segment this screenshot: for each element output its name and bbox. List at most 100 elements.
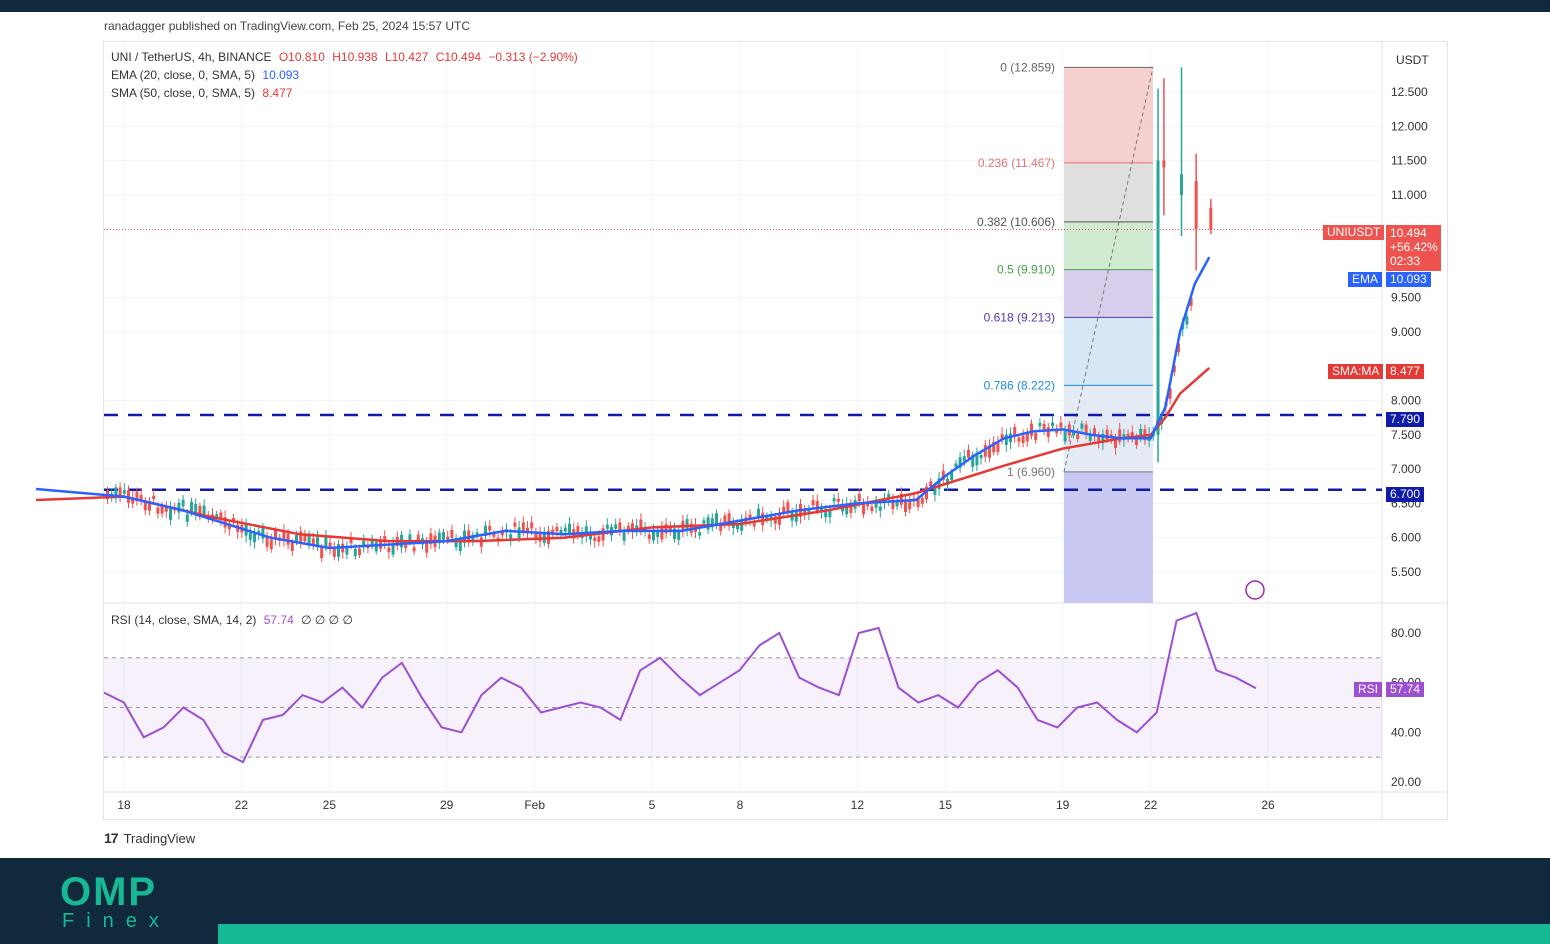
candle-body — [1118, 429, 1122, 442]
candle-body — [933, 486, 937, 495]
candle-body — [946, 478, 949, 485]
candle-body — [1097, 434, 1101, 443]
candle-body — [719, 522, 723, 531]
candle-body — [295, 534, 298, 542]
ema-value-tag: 10.093 — [1386, 272, 1431, 287]
tradingview-logo-icon: 17 — [104, 830, 119, 846]
time-tick-label: 22 — [1144, 798, 1158, 812]
close-value: C10.494 — [435, 50, 482, 64]
candle-body — [1126, 433, 1130, 438]
candle-body — [618, 522, 622, 532]
candle-body — [815, 501, 819, 512]
candle-body — [337, 544, 340, 557]
candle-body — [887, 493, 891, 500]
price-tick-label: 12.000 — [1391, 119, 1428, 133]
rsi-legend[interactable]: RSI (14, close, SMA, 14, 2) 57.74 ∅ ∅ ∅ … — [111, 613, 357, 627]
fib-level-label: 0 (12.859) — [1000, 60, 1055, 74]
candle-body — [261, 528, 265, 539]
candle-body — [475, 532, 479, 537]
candle-body — [265, 536, 269, 547]
candle-body — [782, 506, 786, 513]
candle-body — [139, 494, 143, 502]
candle-body — [904, 501, 907, 513]
candle-body — [811, 500, 815, 506]
candle-body — [1000, 434, 1004, 439]
candle-body — [316, 537, 319, 547]
candle-body — [181, 499, 185, 507]
candle-body — [282, 530, 286, 542]
fib-zone — [1064, 317, 1153, 386]
candle-body — [664, 524, 668, 534]
currency-label[interactable]: USDT — [1396, 53, 1429, 67]
candle-body — [412, 547, 416, 552]
candle-body — [484, 525, 487, 537]
rsi-name-tag: RSI — [1354, 682, 1383, 697]
candle-body — [135, 491, 139, 500]
candle-body — [1114, 436, 1117, 448]
candle-body — [446, 536, 450, 540]
candle-body — [320, 547, 324, 559]
price-tick-label: 6.000 — [1391, 531, 1421, 545]
candle-body — [1194, 181, 1198, 230]
time-tick-label: 5 — [649, 798, 656, 812]
candle-body — [185, 514, 189, 522]
sma-legend[interactable]: SMA (50, close, 0, SMA, 5) 8.477 — [111, 86, 296, 100]
fib-level-label: 1 (6.960) — [1007, 465, 1055, 479]
candle-body — [971, 454, 975, 467]
rsi-legend-value: 57.74 — [263, 613, 294, 627]
candle-body — [160, 506, 164, 514]
fib-level-label: 0.5 (9.910) — [997, 263, 1055, 277]
axes: 18 22 25 29 Feb 5 8 12 15 19 22 265.5006.0006.5007.… — [117, 85, 1428, 812]
candle-body — [698, 532, 702, 536]
candle-body — [908, 501, 912, 510]
ema-legend[interactable]: EMA (20, close, 0, SMA, 5) 10.093 — [111, 68, 303, 82]
candle-body — [1076, 434, 1080, 439]
candle-body — [761, 512, 765, 526]
candle-body — [148, 501, 151, 511]
key-levels — [104, 229, 1382, 491]
candle-body — [862, 503, 865, 515]
candle-body — [832, 498, 836, 502]
fib-level-label: 0.618 (9.213) — [984, 310, 1055, 324]
candle-body — [471, 534, 475, 542]
candle-body — [773, 516, 777, 524]
candle-body — [849, 502, 853, 513]
candle-body — [899, 493, 903, 505]
candle-body — [983, 444, 987, 457]
candle-body — [1130, 432, 1134, 438]
candle-body — [1072, 431, 1075, 436]
candle-body — [555, 526, 559, 532]
change-value: −0.313 (−2.90%) — [488, 50, 578, 64]
rsi-tick-label: 40.00 — [1391, 725, 1421, 739]
price-tick-label: 5.500 — [1391, 565, 1421, 579]
candle-body — [215, 514, 219, 518]
candle-body — [194, 504, 198, 515]
fib-zone — [1064, 162, 1153, 222]
candle-body — [878, 506, 882, 511]
company-logo-subtitle: Finex — [62, 910, 171, 932]
price-tag: 10.494 +56.42% 02:33 — [1386, 225, 1441, 271]
candle-body — [857, 493, 861, 502]
candle-body — [1172, 365, 1176, 372]
candle-body — [1168, 388, 1172, 399]
candle-body — [1093, 428, 1096, 437]
candle-body — [169, 507, 172, 520]
candle-body — [345, 546, 349, 555]
candle-body — [845, 503, 849, 515]
symbol-name: UNI / TetherUS, 4h, BINANCE — [111, 50, 272, 64]
candle-body — [559, 529, 563, 534]
candle-body — [736, 525, 739, 530]
candle-body — [332, 546, 336, 557]
candle-body — [370, 540, 374, 546]
candle-body — [786, 502, 790, 513]
rsi-tick-label: 20.00 — [1391, 775, 1421, 789]
rsi-tick-label: 80.00 — [1391, 626, 1421, 640]
rsi-extra: ∅ ∅ ∅ ∅ — [301, 613, 353, 627]
candle-body — [202, 505, 206, 514]
candle-body — [463, 530, 466, 543]
rsi-line — [103, 611, 1257, 764]
tradingview-brand[interactable]: 17 TradingView — [104, 830, 195, 846]
candle-body — [639, 519, 643, 533]
time-tick-label: 29 — [440, 798, 454, 812]
